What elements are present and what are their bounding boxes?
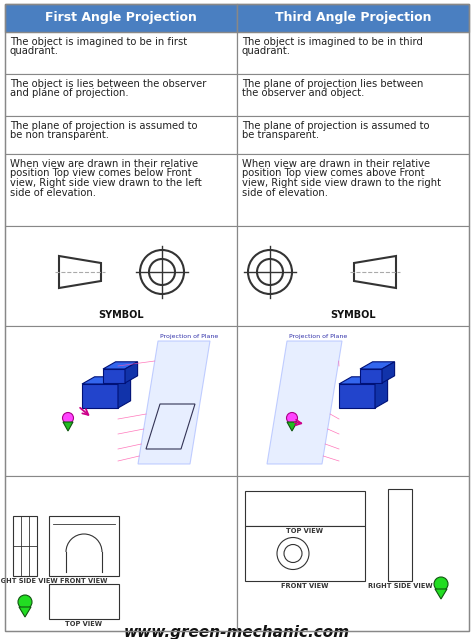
Polygon shape	[339, 384, 375, 408]
Text: and plane of projection.: and plane of projection.	[10, 88, 128, 98]
Text: SYMBOL: SYMBOL	[98, 310, 144, 320]
Bar	[5, 326, 237, 476]
Polygon shape	[103, 369, 125, 383]
Text: When view are drawn in their relative: When view are drawn in their relative	[242, 159, 430, 169]
Polygon shape	[360, 362, 394, 369]
Bar	[388, 489, 412, 581]
Bar	[237, 4, 469, 32]
Text: The plane of projection is assumed to: The plane of projection is assumed to	[242, 121, 429, 131]
Bar	[237, 154, 469, 226]
Polygon shape	[125, 362, 137, 383]
Text: side of elevation.: side of elevation.	[10, 187, 96, 197]
Circle shape	[18, 595, 32, 609]
Bar	[49, 516, 119, 576]
Text: First Angle Projection: First Angle Projection	[45, 12, 197, 24]
Polygon shape	[287, 422, 297, 431]
Bar	[5, 154, 237, 226]
Bar	[237, 476, 469, 631]
Text: SYMBOL: SYMBOL	[330, 310, 376, 320]
Circle shape	[286, 413, 298, 424]
Bar	[5, 226, 237, 326]
Bar	[5, 116, 237, 154]
Bar	[237, 326, 469, 476]
Text: FRONT VIEW: FRONT VIEW	[281, 583, 328, 589]
Bar	[5, 74, 237, 116]
Polygon shape	[118, 377, 131, 408]
Text: be transparent.: be transparent.	[242, 130, 319, 141]
Polygon shape	[360, 369, 382, 383]
Text: the observer and object.: the observer and object.	[242, 88, 365, 98]
Text: The object is lies between the observer: The object is lies between the observer	[10, 79, 206, 89]
Text: The plane of projection lies between: The plane of projection lies between	[242, 79, 423, 89]
Circle shape	[63, 413, 73, 424]
Text: The object is imagined to be in first: The object is imagined to be in first	[10, 37, 187, 47]
Text: Projection of Plane: Projection of Plane	[160, 334, 218, 339]
Bar	[5, 476, 237, 631]
Text: FRONT VIEW: FRONT VIEW	[60, 578, 108, 584]
Polygon shape	[339, 377, 388, 384]
Polygon shape	[63, 422, 73, 431]
Text: TOP VIEW: TOP VIEW	[65, 621, 102, 627]
Text: view, Right side view drawn to the right: view, Right side view drawn to the right	[242, 178, 441, 188]
Polygon shape	[267, 341, 342, 464]
Text: Projection of Plane: Projection of Plane	[289, 334, 347, 339]
Polygon shape	[435, 589, 447, 599]
Polygon shape	[382, 362, 394, 383]
Bar	[5, 32, 237, 74]
Polygon shape	[19, 607, 31, 617]
Text: Third Angle Projection: Third Angle Projection	[275, 12, 431, 24]
Bar	[237, 74, 469, 116]
Polygon shape	[375, 377, 388, 408]
Text: The object is imagined to be in third: The object is imagined to be in third	[242, 37, 423, 47]
Text: quadrant.: quadrant.	[10, 47, 59, 56]
Text: The plane of projection is assumed to: The plane of projection is assumed to	[10, 121, 198, 131]
Text: position Top view comes below Front: position Top view comes below Front	[10, 169, 191, 178]
Bar	[245, 491, 365, 526]
Bar	[237, 116, 469, 154]
Bar	[237, 226, 469, 326]
Polygon shape	[82, 384, 118, 408]
Polygon shape	[82, 377, 131, 384]
Bar	[237, 32, 469, 74]
Circle shape	[434, 577, 448, 591]
Text: position Top view comes above Front: position Top view comes above Front	[242, 169, 425, 178]
Bar	[5, 4, 237, 32]
Text: view, Right side view drawn to the left: view, Right side view drawn to the left	[10, 178, 202, 188]
Polygon shape	[103, 362, 137, 369]
Text: quadrant.: quadrant.	[242, 47, 291, 56]
Polygon shape	[138, 341, 210, 464]
Text: TOP VIEW: TOP VIEW	[286, 528, 323, 534]
Text: www.green-mechanic.com: www.green-mechanic.com	[124, 626, 350, 639]
Text: be non transparent.: be non transparent.	[10, 130, 109, 141]
Text: side of elevation.: side of elevation.	[242, 187, 328, 197]
Bar	[49, 584, 119, 619]
Text: When view are drawn in their relative: When view are drawn in their relative	[10, 159, 198, 169]
Text: RIGHT SIDE VIEW: RIGHT SIDE VIEW	[0, 578, 57, 584]
Bar	[245, 526, 365, 581]
Text: RIGHT SIDE VIEW: RIGHT SIDE VIEW	[368, 583, 432, 589]
Bar	[13, 516, 37, 576]
